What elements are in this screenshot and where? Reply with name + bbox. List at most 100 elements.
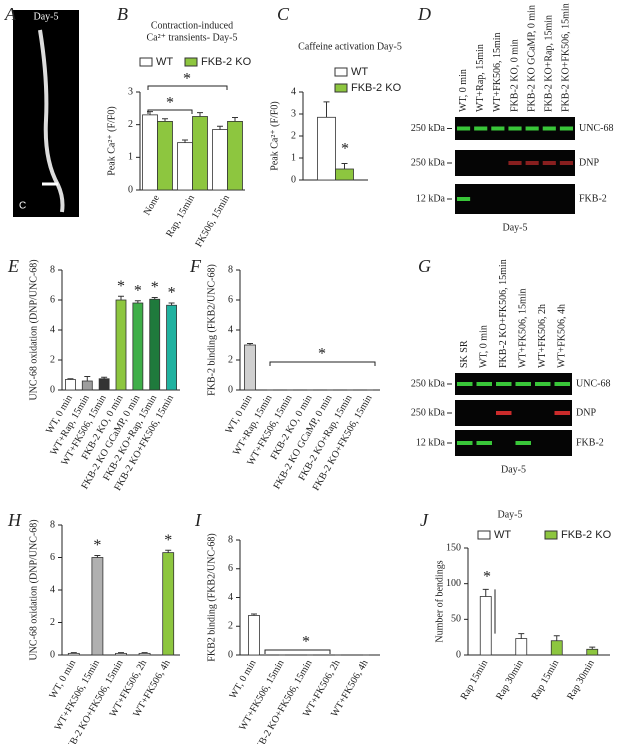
band xyxy=(457,126,471,131)
error-bar xyxy=(118,295,124,300)
bar xyxy=(335,168,354,181)
bar xyxy=(91,557,104,656)
error-bar xyxy=(217,125,223,130)
bar xyxy=(98,378,110,391)
bar xyxy=(479,596,492,656)
image-title: Day-5 xyxy=(34,11,59,22)
bar xyxy=(248,615,260,656)
bar xyxy=(244,344,256,391)
bar xyxy=(157,121,173,191)
error-bar xyxy=(553,635,560,641)
image-corner-label: C xyxy=(19,201,26,212)
y-tick-label: 150 xyxy=(446,542,461,553)
kda-marker: 250 kDa xyxy=(411,378,446,389)
legend-swatch xyxy=(544,530,558,540)
chart-title: Day-5 xyxy=(498,509,523,520)
significance-star: * xyxy=(134,282,142,299)
lane-label: WT+FK506, 4h xyxy=(557,304,568,368)
error-bar xyxy=(197,112,203,117)
lane-label: FKB-2 KO+FK506, 15min xyxy=(498,259,509,368)
panel-letter: J xyxy=(420,510,429,530)
error-bar xyxy=(134,300,141,303)
significance-star: * xyxy=(151,279,159,296)
y-tick-label: 4 xyxy=(228,324,233,335)
error-bar xyxy=(168,302,175,306)
bar xyxy=(115,652,127,656)
x-tick-label: Rap, 15min xyxy=(164,193,197,239)
y-tick-label: 6 xyxy=(228,294,233,305)
significance-bracket xyxy=(147,85,228,90)
y-tick-label: 2 xyxy=(50,354,55,365)
y-tick-label: 8 xyxy=(50,519,55,530)
y-axis-label: Peak Ca²⁺ (F/F0) xyxy=(269,101,280,170)
error-bar xyxy=(70,652,77,654)
bar xyxy=(177,142,193,191)
y-tick-label: 6 xyxy=(228,563,233,574)
band xyxy=(515,441,531,445)
y-tick-label: 0 xyxy=(128,184,133,195)
band xyxy=(491,126,505,131)
error-bar xyxy=(141,652,148,654)
legend-label: FKB-2 KO xyxy=(561,529,612,541)
y-axis-label: UNC-68 oxidation (DNP/UNC-68) xyxy=(28,259,39,400)
y-tick-label: 0 xyxy=(50,649,55,660)
y-axis-label: Number of bendings xyxy=(434,560,445,642)
bar xyxy=(166,304,177,391)
band xyxy=(542,161,556,165)
worm xyxy=(38,29,65,213)
band xyxy=(559,126,573,131)
band xyxy=(476,382,492,386)
kda-marker: 250 kDa xyxy=(411,123,446,134)
y-tick-label: 2 xyxy=(128,119,133,130)
significance-star: * xyxy=(318,346,326,363)
kda-marker: 12 kDa xyxy=(416,193,446,204)
row-label: FKB-2 xyxy=(576,437,604,448)
y-tick-label: 2 xyxy=(291,130,296,141)
error-bar xyxy=(182,139,188,143)
bar xyxy=(142,114,158,191)
error-bar xyxy=(482,588,489,597)
bar xyxy=(67,652,80,656)
row-label: UNC-68 xyxy=(579,123,613,134)
significance-star: * xyxy=(483,569,491,586)
legend-label: FKB-2 KO xyxy=(351,82,402,94)
error-bar xyxy=(94,555,101,558)
panel-letter: H xyxy=(7,510,22,530)
panel-letter: E xyxy=(7,256,19,276)
bar xyxy=(586,648,599,656)
error-bar xyxy=(118,652,124,654)
legend-swatch xyxy=(184,57,198,67)
lane-label: FKB-2 KO+Rap, 15min xyxy=(544,15,555,112)
y-tick-label: 4 xyxy=(291,86,296,97)
panel-letter: C xyxy=(277,4,290,24)
panel-letter: B xyxy=(117,4,128,24)
y-tick-label: 8 xyxy=(228,534,233,545)
band xyxy=(525,126,539,131)
bar xyxy=(65,379,76,391)
legend-label: WT xyxy=(351,66,368,78)
bar xyxy=(227,121,243,191)
legend-label: WT xyxy=(156,56,173,68)
blot-footer: Day-5 xyxy=(503,222,528,233)
band xyxy=(508,126,522,131)
y-tick-label: 8 xyxy=(50,264,55,275)
lane-label: WT+FK506, 15min xyxy=(518,288,529,368)
y-tick-label: 6 xyxy=(50,552,55,563)
y-tick-label: 4 xyxy=(228,592,233,603)
bar xyxy=(115,299,127,391)
band xyxy=(535,382,551,386)
y-tick-label: 2 xyxy=(228,621,233,632)
kda-marker: 250 kDa xyxy=(411,407,446,418)
panel-letter: D xyxy=(417,4,431,24)
band xyxy=(457,441,473,445)
y-axis-label: Peak Ca²⁺ (F/F0) xyxy=(106,106,117,175)
x-tick-label: Rap 30min xyxy=(565,658,597,702)
y-tick-label: 50 xyxy=(451,614,461,625)
chart-title: Ca²⁺ transients- Day-5 xyxy=(146,32,237,43)
significance-star: * xyxy=(183,71,191,88)
bar xyxy=(162,552,175,656)
error-bar xyxy=(162,118,168,122)
y-tick-label: 0 xyxy=(50,384,55,395)
bar xyxy=(192,116,208,191)
lane-label: WT, 0 min xyxy=(479,325,490,368)
